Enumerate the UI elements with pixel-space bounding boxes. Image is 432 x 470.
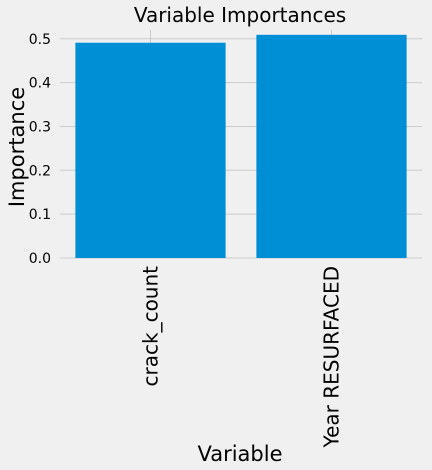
y-axis-label: Importance [5,87,29,207]
bars [75,34,407,259]
x-tick-label: crack_count [139,266,163,387]
y-tick-label: 0.5 [29,32,51,48]
bar-year-resurfaced [256,34,407,259]
x-tick-labels: crack_count Year RESURFACED [139,266,344,449]
y-tick-label: 0.4 [29,76,51,92]
x-axis-label: Variable [197,442,282,466]
y-tick-label: 0.1 [29,207,51,223]
chart-title: Variable Importances [134,3,346,27]
x-tick-label: Year RESURFACED [320,266,344,448]
y-tick-label: 0.2 [29,163,51,179]
y-tick-labels: 0.0 0.1 0.2 0.3 0.4 0.5 [29,32,51,267]
y-tick-label: 0.3 [29,119,51,135]
bar-crack-count [75,42,226,258]
y-tick-label: 0.0 [29,251,51,267]
